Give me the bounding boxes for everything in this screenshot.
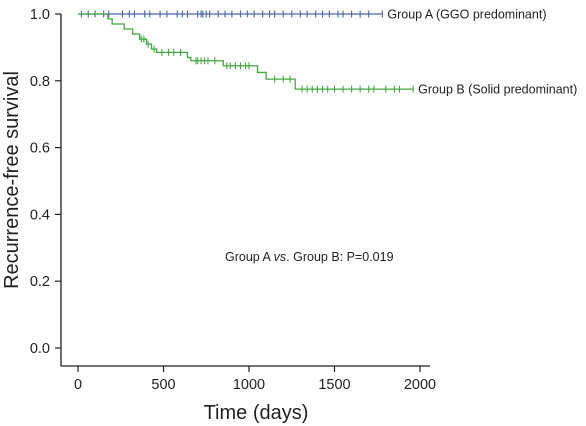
series-label: Group B (Solid predominant) bbox=[418, 83, 577, 97]
x-tick-label: 1500 bbox=[318, 377, 350, 393]
p-value-annotation: Group A vs. Group B: P=0.019 bbox=[225, 250, 394, 264]
x-ticks: 0 500 1000 1500 2000 bbox=[74, 366, 436, 393]
annotation-prefix: Group A bbox=[225, 250, 274, 264]
x-tick-label: 2000 bbox=[404, 377, 436, 393]
y-ticks: 0.0 0.2 0.4 0.6 0.8 1.0 bbox=[30, 7, 61, 357]
y-tick-label: 0.0 bbox=[30, 341, 50, 357]
survival-curve bbox=[78, 13, 414, 90]
series-group: Group A (GGO predominant) bbox=[78, 8, 546, 22]
annotation-italic: vs bbox=[274, 250, 287, 264]
x-tick-label: 0 bbox=[74, 377, 82, 393]
y-axis-label: Recurrence-free survival bbox=[1, 71, 23, 289]
series-group: Group B (Solid predominant) bbox=[78, 13, 577, 97]
y-tick-label: 0.6 bbox=[30, 141, 50, 157]
x-tick-label: 1000 bbox=[233, 377, 265, 393]
y-tick-label: 0.4 bbox=[30, 207, 50, 223]
annotation-suffix: . Group B: P=0.019 bbox=[286, 250, 393, 264]
y-tick-label: 0.8 bbox=[30, 74, 50, 90]
x-axis: 0 500 1000 1500 2000 bbox=[61, 365, 436, 393]
y-tick-label: 0.2 bbox=[30, 274, 50, 290]
x-tick-label: 500 bbox=[151, 377, 175, 393]
series-layer: Group A (GGO predominant) Group B (Solid … bbox=[78, 8, 577, 97]
y-tick-label: 1.0 bbox=[30, 7, 50, 23]
series-label: Group A (GGO predominant) bbox=[387, 8, 546, 22]
y-axis: 0.0 0.2 0.4 0.6 0.8 1.0 bbox=[30, 7, 62, 366]
x-axis-label: Time (days) bbox=[204, 402, 309, 424]
